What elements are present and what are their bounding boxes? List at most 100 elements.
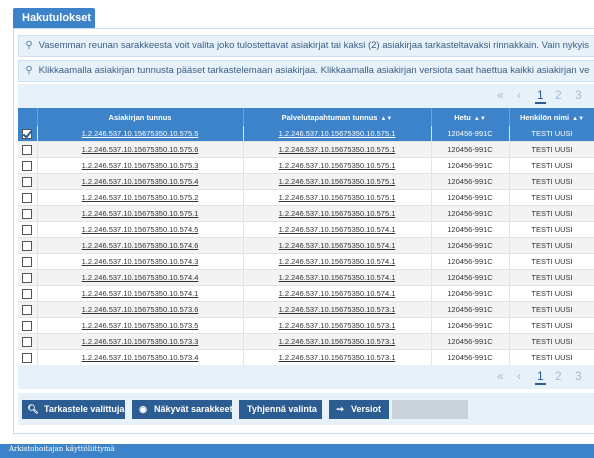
name-cell: TESTI UUSI	[509, 157, 594, 174]
row-checkbox[interactable]	[22, 240, 33, 251]
table-row[interactable]: 1.2.246.537.10.15675350.10.574.1 1.2.246.…	[18, 285, 594, 302]
doc-id-link[interactable]: 1.2.246.537.10.15675350.10.573.4	[81, 353, 199, 362]
doc-id-link[interactable]: 1.2.246.537.10.15675350.10.574.3	[81, 257, 199, 266]
doc-id-link[interactable]: 1.2.246.537.10.15675350.10.574.4	[81, 273, 199, 282]
page-3-button[interactable]: 3	[575, 88, 582, 102]
row-select-cell	[18, 221, 38, 238]
doc-id-link[interactable]: 1.2.246.537.10.15675350.10.575.1	[81, 209, 199, 218]
table-row[interactable]: 1.2.246.537.10.15675350.10.574.3 1.2.246.…	[18, 253, 594, 270]
prev-page-button[interactable]: ‹	[517, 88, 521, 102]
row-select-cell	[18, 301, 38, 318]
event-id-link[interactable]: 1.2.246.537.10.15675350.10.575.1	[278, 129, 396, 138]
page-2-button[interactable]: 2	[555, 369, 562, 383]
table-row[interactable]: 1.2.246.537.10.15675350.10.574.6 1.2.246.…	[18, 237, 594, 254]
row-checkbox[interactable]	[22, 288, 33, 299]
row-checkbox[interactable]	[22, 256, 33, 267]
clear-selection-button[interactable]: Tyhjennä valinta	[239, 400, 322, 419]
row-checkbox[interactable]	[22, 336, 33, 347]
row-checkbox[interactable]	[22, 192, 33, 203]
event-id-link[interactable]: 1.2.246.537.10.15675350.10.574.1	[278, 225, 396, 234]
table-row[interactable]: 1.2.246.537.10.15675350.10.573.6 1.2.246.…	[18, 301, 594, 318]
table-row[interactable]: 1.2.246.537.10.15675350.10.574.5 1.2.246.…	[18, 221, 594, 238]
page-2-button[interactable]: 2	[555, 88, 562, 102]
row-checkbox[interactable]	[22, 224, 33, 235]
hetu-cell: 120456-991C	[431, 317, 510, 334]
header-henkilon-nimi[interactable]: Henkilön nimi ▲▼	[509, 108, 594, 126]
sort-icon: ▲▼	[572, 115, 585, 122]
event-id-link[interactable]: 1.2.246.537.10.15675350.10.574.1	[278, 257, 396, 266]
prev-page-button[interactable]: ‹	[517, 369, 521, 383]
event-id-link[interactable]: 1.2.246.537.10.15675350.10.575.1	[278, 161, 396, 170]
event-id-link[interactable]: 1.2.246.537.10.15675350.10.573.1	[278, 353, 396, 362]
event-id-link[interactable]: 1.2.246.537.10.15675350.10.575.1	[278, 193, 396, 202]
row-checkbox[interactable]	[22, 160, 33, 171]
event-id-cell: 1.2.246.537.10.15675350.10.574.1	[243, 269, 432, 286]
name-cell: TESTI UUSI	[509, 349, 594, 366]
doc-id-link[interactable]: 1.2.246.537.10.15675350.10.573.5	[81, 321, 199, 330]
doc-id-link[interactable]: 1.2.246.537.10.15675350.10.575.3	[81, 161, 199, 170]
page-3-button[interactable]: 3	[575, 369, 582, 383]
header-palvelutapahtuman-tunnus[interactable]: Palvelutapahtuman tunnus ▲▼	[243, 108, 432, 126]
table-row[interactable]: 1.2.246.537.10.15675350.10.575.2 1.2.246.…	[18, 189, 594, 206]
row-checkbox[interactable]	[22, 208, 33, 219]
row-checkbox[interactable]	[22, 304, 33, 315]
table-row[interactable]: 1.2.246.537.10.15675350.10.575.1 1.2.246.…	[18, 205, 594, 222]
view-selected-button[interactable]: 🔍︎ Tarkastele valittuja	[22, 400, 125, 419]
doc-id-link[interactable]: 1.2.246.537.10.15675350.10.575.6	[81, 145, 199, 154]
table-row[interactable]: 1.2.246.537.10.15675350.10.573.5 1.2.246.…	[18, 317, 594, 334]
row-checkbox[interactable]	[22, 320, 33, 331]
doc-id-link[interactable]: 1.2.246.537.10.15675350.10.574.6	[81, 241, 199, 250]
row-select-cell	[18, 349, 38, 366]
hetu-cell: 120456-991C	[431, 285, 510, 302]
table-row[interactable]: 1.2.246.537.10.15675350.10.575.3 1.2.246.…	[18, 157, 594, 174]
row-checkbox[interactable]	[22, 352, 33, 363]
table-row[interactable]: 1.2.246.537.10.15675350.10.573.4 1.2.246.…	[18, 349, 594, 366]
header-hetu[interactable]: Hetu ▲▼	[431, 108, 510, 126]
event-id-link[interactable]: 1.2.246.537.10.15675350.10.575.1	[278, 177, 396, 186]
doc-id-link[interactable]: 1.2.246.537.10.15675350.10.574.5	[81, 225, 199, 234]
first-page-button[interactable]: «	[497, 88, 504, 102]
table-row[interactable]: 1.2.246.537.10.15675350.10.575.6 1.2.246.…	[18, 141, 594, 158]
event-id-link[interactable]: 1.2.246.537.10.15675350.10.574.1	[278, 241, 396, 250]
doc-id-link[interactable]: 1.2.246.537.10.15675350.10.574.1	[81, 289, 199, 298]
row-checkbox[interactable]	[22, 128, 33, 139]
table-row[interactable]: 1.2.246.537.10.15675350.10.574.4 1.2.246.…	[18, 269, 594, 286]
table-row[interactable]: 1.2.246.537.10.15675350.10.573.3 1.2.246.…	[18, 333, 594, 350]
header-asiakirjan-tunnus[interactable]: Asiakirjan tunnus	[37, 108, 244, 126]
event-id-link[interactable]: 1.2.246.537.10.15675350.10.574.1	[278, 273, 396, 282]
doc-id-link[interactable]: 1.2.246.537.10.15675350.10.573.6	[81, 305, 199, 314]
doc-id-link[interactable]: 1.2.246.537.10.15675350.10.573.3	[81, 337, 199, 346]
tab-hakutulokset[interactable]: Hakutulokset	[13, 8, 95, 28]
info-text-navigation: Klikkaamalla asiakirjan tunnusta pääset …	[38, 65, 590, 76]
event-id-link[interactable]: 1.2.246.537.10.15675350.10.574.1	[278, 289, 396, 298]
row-checkbox[interactable]	[22, 272, 33, 283]
event-id-link[interactable]: 1.2.246.537.10.15675350.10.575.1	[278, 145, 396, 154]
doc-id-cell: 1.2.246.537.10.15675350.10.575.1	[37, 205, 244, 222]
first-page-button[interactable]: «	[497, 369, 504, 383]
row-checkbox[interactable]	[22, 144, 33, 155]
name-cell: TESTI UUSI	[509, 285, 594, 302]
page-1-button[interactable]: 1	[535, 88, 546, 104]
visible-columns-button[interactable]: ◉ Näkyvät sarakkeet	[132, 400, 233, 419]
versions-button[interactable]: ⇝ Versiot	[329, 400, 389, 419]
event-id-link[interactable]: 1.2.246.537.10.15675350.10.573.1	[278, 305, 396, 314]
page-1-button[interactable]: 1	[535, 369, 546, 385]
row-checkbox[interactable]	[22, 176, 33, 187]
doc-id-cell: 1.2.246.537.10.15675350.10.575.5	[37, 126, 244, 142]
row-select-cell	[18, 317, 38, 334]
doc-id-link[interactable]: 1.2.246.537.10.15675350.10.575.4	[81, 177, 199, 186]
event-id-cell: 1.2.246.537.10.15675350.10.574.1	[243, 221, 432, 238]
event-id-link[interactable]: 1.2.246.537.10.15675350.10.575.1	[278, 209, 396, 218]
table-row[interactable]: 1.2.246.537.10.15675350.10.575.5 1.2.246.…	[18, 126, 594, 142]
hetu-cell: 120456-991C	[431, 253, 510, 270]
event-id-link[interactable]: 1.2.246.537.10.15675350.10.573.1	[278, 337, 396, 346]
event-id-link[interactable]: 1.2.246.537.10.15675350.10.573.1	[278, 321, 396, 330]
hetu-cell: 120456-991C	[431, 141, 510, 158]
event-id-cell: 1.2.246.537.10.15675350.10.575.1	[243, 126, 432, 142]
doc-id-link[interactable]: 1.2.246.537.10.15675350.10.575.2	[81, 193, 199, 202]
table-row[interactable]: 1.2.246.537.10.15675350.10.575.4 1.2.246.…	[18, 173, 594, 190]
name-cell: TESTI UUSI	[509, 173, 594, 190]
doc-id-link[interactable]: 1.2.246.537.10.15675350.10.575.5	[81, 129, 199, 138]
hetu-cell: 120456-991C	[431, 173, 510, 190]
name-cell: TESTI UUSI	[509, 126, 594, 142]
